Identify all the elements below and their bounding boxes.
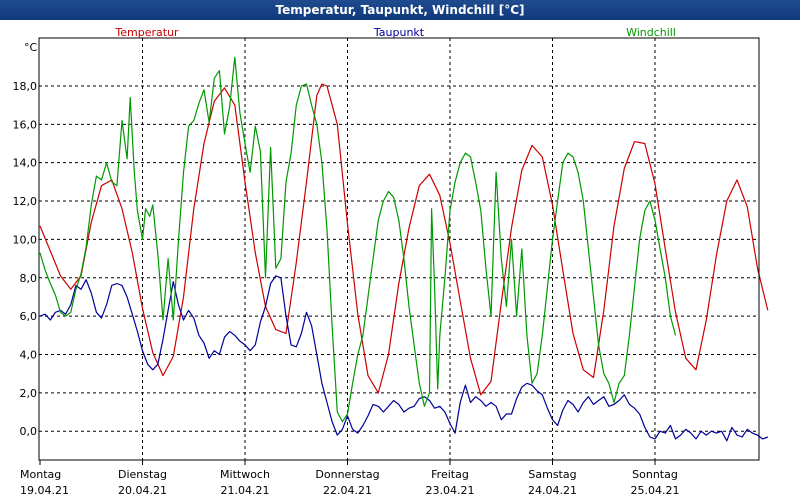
legend-taupunkt: Taupunkt (373, 26, 425, 39)
series-line-windchill (39, 56, 677, 423)
y-tick-label: 12,0 (13, 195, 38, 208)
grid-lines (39, 38, 759, 460)
x-tick-date-label: 19.04.21 (20, 484, 69, 497)
plot-frame (38, 37, 760, 461)
y-tick-label: 18,0 (13, 80, 38, 93)
x-tick-date-label: 25.04.21 (631, 484, 680, 497)
x-tick-day-label: Montag (20, 468, 61, 481)
x-tick-day-label: Sonntag (632, 468, 678, 481)
window-title: Temperatur, Taupunkt, Windchill [°C] (0, 0, 800, 20)
x-tick-date-label: 24.04.21 (528, 484, 577, 497)
chart-area: 0,0 2,0 4,0 6,0 8,0 10,0 12,0 14,0 16,0 18,0 Mont… (0, 20, 800, 500)
series-line-temperatur (39, 83, 769, 396)
y-tick-label: 6,0 (20, 310, 38, 323)
x-tick-date-label: 23.04.21 (426, 484, 475, 497)
y-tick-label: 8,0 (20, 272, 38, 285)
series-lines (39, 56, 769, 442)
y-axis-ticks: 0,0 2,0 4,0 6,0 8,0 10,0 12,0 14,0 16,0 18,0 (13, 80, 38, 438)
legend-temperatur: Temperatur (114, 26, 179, 39)
x-tick-day-label: Samstag (528, 468, 576, 481)
x-tick-day-label: Donnerstag (315, 468, 379, 481)
y-tick-label: 2,0 (20, 387, 38, 400)
x-axis-ticks: Montag 19.04.21 Dienstag 20.04.21 Mittwoch 21… (20, 460, 679, 497)
y-axis-unit-label: °C (24, 41, 38, 54)
x-tick-date-label: 21.04.21 (221, 484, 270, 497)
y-tick-label: 10,0 (13, 233, 38, 246)
series-line-taupunkt (39, 275, 769, 442)
x-tick-date-label: 22.04.21 (323, 484, 372, 497)
y-tick-label: 16,0 (13, 118, 38, 131)
legend-windchill: Windchill (626, 26, 676, 39)
y-tick-label: 0,0 (20, 425, 38, 438)
x-tick-date-label: 20.04.21 (118, 484, 167, 497)
y-tick-label: 4,0 (20, 349, 38, 362)
y-tick-label: 14,0 (13, 157, 38, 170)
x-tick-day-label: Mittwoch (220, 468, 270, 481)
x-tick-day-label: Dienstag (118, 468, 167, 481)
x-tick-day-label: Freitag (431, 468, 469, 481)
